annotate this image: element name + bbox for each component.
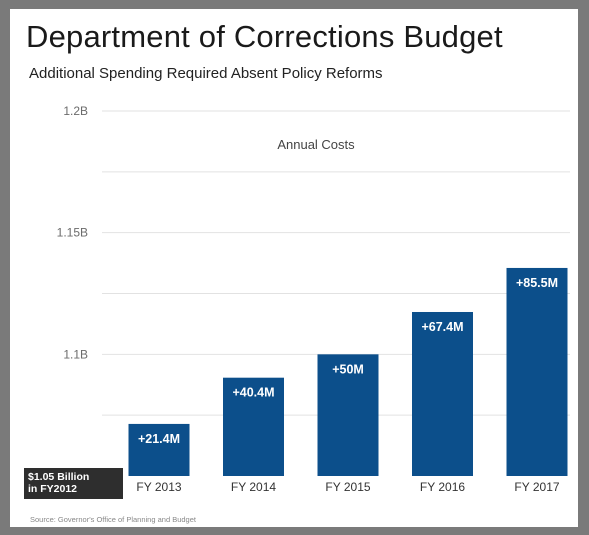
x-category-label: FY 2016	[420, 480, 465, 494]
source-note: Source: Governor's Office of Planning an…	[30, 515, 196, 524]
y-tick-label: 1.15B	[57, 226, 88, 240]
x-category-label: FY 2013	[136, 480, 181, 494]
bar-data-label: +50M	[332, 362, 364, 376]
bar-data-label: +40.4M	[232, 386, 274, 400]
baseline-line2: in FY2012	[28, 483, 78, 495]
baseline-line1: $1.05 Billion	[28, 471, 90, 483]
bar-data-label: +67.4M	[421, 320, 463, 334]
chart-panel: Department of Corrections Budget Additio…	[10, 9, 578, 527]
bar	[317, 354, 379, 476]
bar	[412, 311, 473, 476]
chart-subtitle: Additional Spending Required Absent Poli…	[29, 65, 383, 82]
series-label: Annual Costs	[277, 137, 355, 152]
y-tick-label: 1.2B	[63, 104, 88, 118]
baseline-callout: $1.05 Billion in FY2012	[24, 468, 123, 499]
x-category-label: FY 2014	[231, 480, 276, 494]
x-category-label: FY 2015	[325, 480, 370, 494]
bar	[128, 423, 190, 476]
bar	[223, 377, 284, 476]
bar-chart: 1.1B 1.15B 1.2B Annual Costs +21.4M FY 2013 +4…	[57, 104, 570, 494]
bar-data-label: +21.4M	[138, 432, 180, 446]
x-category-label: FY 2017	[514, 480, 559, 494]
chart-title: Department of Corrections Budget	[26, 19, 503, 54]
bar-data-label: +85.5M	[516, 276, 558, 290]
bar	[506, 267, 568, 476]
y-tick-label: 1.1B	[63, 347, 88, 361]
